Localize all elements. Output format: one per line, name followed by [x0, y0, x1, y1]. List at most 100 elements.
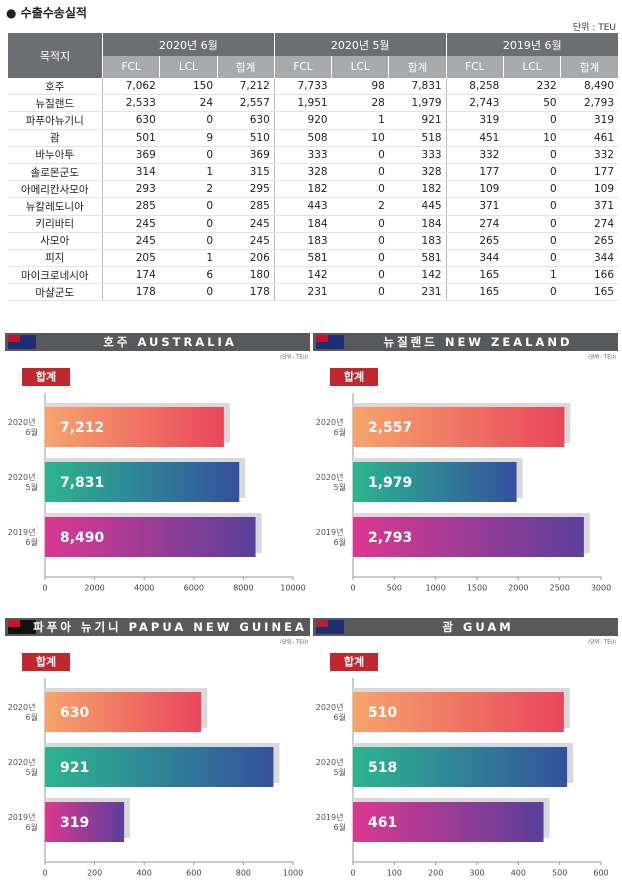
- flag: [316, 335, 328, 342]
- cell: 7,831: [388, 78, 447, 96]
- table-body: 호주 7,062 150 7,212 7,733 98 7,831 8,258 232 8,490…: [7, 78, 618, 302]
- x-tick-label: 600: [186, 869, 201, 878]
- cell: 371: [446, 197, 504, 216]
- cell: 295: [217, 180, 275, 199]
- destination: 솔로몬군도: [7, 163, 103, 182]
- cell: 344: [446, 249, 504, 268]
- category-line: 2020년: [8, 472, 38, 482]
- cell: 28: [331, 94, 389, 113]
- label-tag: [330, 368, 378, 386]
- cell: 2,793: [560, 94, 618, 113]
- table-row: 피지 205 1 206 581 0 581 344 0 344: [7, 249, 618, 268]
- category-line: 5월: [26, 482, 38, 492]
- category-line: 2019년: [8, 812, 38, 822]
- title-bar: [313, 618, 618, 636]
- destination: 뉴질랜드: [7, 94, 103, 113]
- cell: 142: [388, 266, 447, 285]
- cell: 328: [274, 163, 332, 182]
- x-tick-label: 10000: [280, 584, 305, 593]
- page-title: ● 수출수송실적: [6, 6, 87, 20]
- cell: 0: [331, 266, 389, 285]
- category-line: 6월: [26, 822, 38, 832]
- cell: 630: [102, 111, 160, 130]
- title-bar: [5, 333, 310, 351]
- cell: 510: [217, 129, 275, 147]
- category-line: 6월: [334, 712, 346, 722]
- value-label: 461: [368, 815, 397, 831]
- title-text: 수출수송실적: [20, 6, 87, 20]
- table-row: 바누아투 369 0 369 333 0 333 332 0 332: [7, 146, 618, 164]
- cell: 315: [217, 163, 275, 182]
- column-header: 목적지: [7, 33, 103, 78]
- bar: [353, 517, 584, 557]
- cell: 0: [159, 111, 218, 130]
- cell: 7,733: [274, 78, 332, 96]
- cell: 184: [388, 215, 447, 233]
- category-line: 5월: [26, 767, 38, 777]
- cell: 109: [560, 180, 618, 199]
- category-label: 2020년 6월: [316, 417, 346, 437]
- label-text: 합계: [344, 370, 364, 384]
- bar: [45, 407, 224, 447]
- cell: 445: [388, 197, 447, 216]
- cell: 0: [159, 215, 218, 233]
- subcolumn-header: FCL: [273, 56, 332, 78]
- subcolumn-header: FCL: [101, 56, 160, 78]
- flag: [8, 620, 20, 627]
- cell: 10: [331, 129, 389, 147]
- category-label: 2019년 6월: [316, 812, 346, 832]
- bar: [45, 517, 256, 557]
- cell: 182: [388, 180, 447, 199]
- cell: 2: [331, 197, 389, 216]
- label-text: 합계: [36, 655, 56, 669]
- x-tick-label: 800: [236, 869, 251, 878]
- table-row: 아메리칸사모아 293 2 295 182 0 182 109 0 109: [7, 180, 618, 199]
- unit: 단위 : TEU: [572, 23, 616, 33]
- subcolumn-header: FCL: [445, 56, 504, 78]
- cell: 2,557: [217, 94, 275, 113]
- category-line: 6월: [26, 712, 38, 722]
- destination: 피지: [7, 249, 103, 268]
- label-tag: [22, 368, 70, 386]
- cell: 180: [217, 266, 275, 285]
- cell: 332: [560, 146, 618, 164]
- cell: 205: [102, 249, 160, 268]
- cell: 0: [331, 232, 389, 250]
- cell: 0: [503, 232, 561, 250]
- bar: [45, 692, 202, 732]
- cell: 1: [159, 249, 218, 268]
- bar: [353, 462, 517, 502]
- x-tick-label: 1000: [425, 584, 445, 593]
- x-tick-label: 4000: [134, 584, 154, 593]
- cell: 630: [217, 111, 275, 130]
- cell: 232: [503, 78, 561, 96]
- destination: 뉴칼레도니아: [7, 197, 103, 216]
- cell: 245: [102, 232, 160, 250]
- x-tick-label: 3000: [591, 584, 611, 593]
- category-label: 2020년 5월: [316, 472, 346, 492]
- value-label: 7,212: [60, 420, 104, 436]
- destination: 괌: [7, 129, 103, 147]
- category-line: 2020년: [8, 757, 38, 767]
- category-label: 2020년 5월: [8, 757, 38, 777]
- cell: 344: [560, 249, 618, 268]
- destination: 바누아투: [7, 146, 103, 164]
- category-line: 2020년: [316, 417, 346, 427]
- value-label: 7,831: [60, 475, 104, 491]
- subcolumn-header: 합계: [216, 56, 275, 78]
- x-tick-label: 2500: [549, 584, 569, 593]
- cell: 2,533: [102, 94, 160, 113]
- cell: 231: [274, 283, 332, 302]
- group-header: 2020년 6월: [102, 33, 275, 56]
- destination: 마샬군도: [7, 283, 103, 302]
- bar: [45, 747, 274, 787]
- table-row: 괌 501 9 510 508 10 518 451 10 461: [7, 129, 618, 147]
- destination: 사모아: [7, 232, 103, 250]
- value-label: 518: [368, 760, 397, 776]
- x-tick-label: 2000: [508, 584, 528, 593]
- cell: 1: [503, 266, 561, 285]
- cell: 333: [274, 146, 332, 164]
- chart-title: 뉴질랜드 NEW ZEALAND: [384, 335, 573, 349]
- cell: 369: [102, 146, 160, 164]
